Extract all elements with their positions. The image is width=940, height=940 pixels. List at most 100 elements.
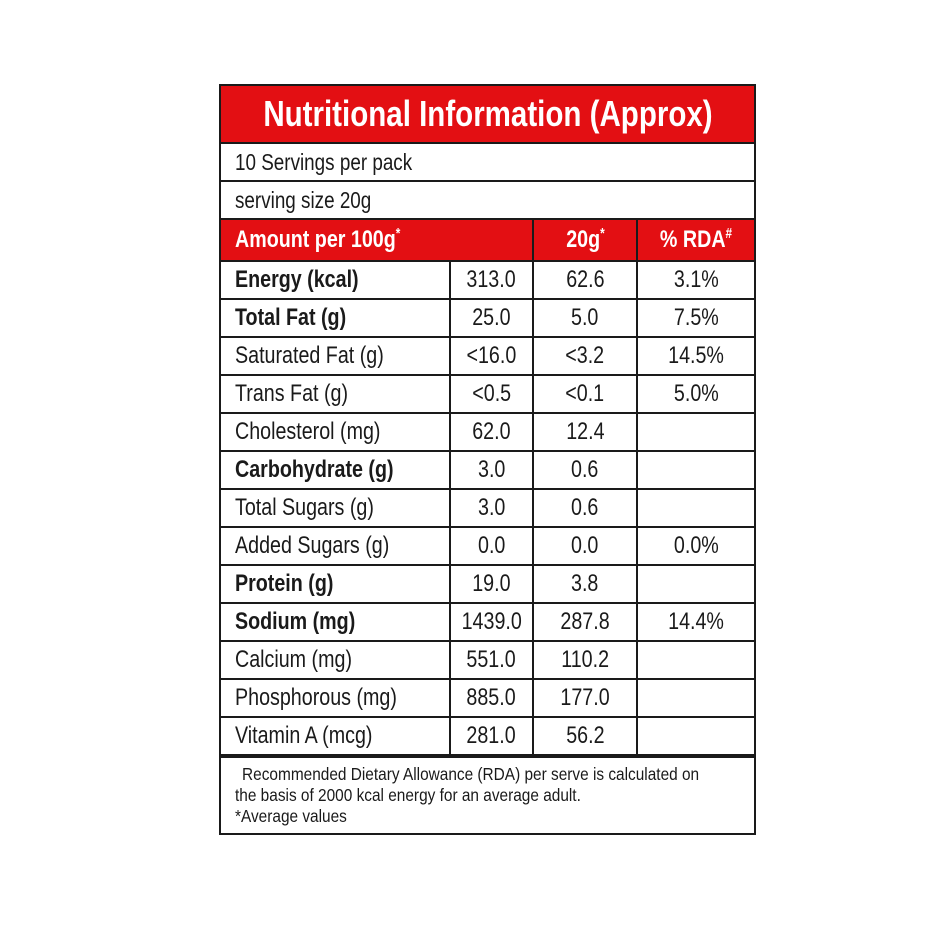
- value-per-20g: 5.0: [571, 304, 599, 331]
- table-row: Carbohydrate (g) 3.0 0.6: [221, 450, 754, 490]
- footnote: Recommended Dietary Allowance (RDA) per …: [221, 756, 754, 833]
- table-row: Vitamin A (mcg) 281.0 56.2: [221, 716, 754, 756]
- nutrient-name-cell: Sodium (mg): [221, 602, 451, 642]
- table-row: Total Fat (g) 25.0 5.0 7.5%: [221, 298, 754, 338]
- table-row: Energy (kcal) 313.0 62.6 3.1%: [221, 260, 754, 300]
- value-per-20g: <0.1: [565, 380, 605, 407]
- header-20g-text: 20g: [565, 226, 600, 253]
- value-per-100g-cell: 885.0: [449, 678, 534, 718]
- value-per-20g-cell: 5.0: [532, 298, 638, 338]
- header-20g: 20g*: [532, 220, 638, 262]
- value-per-20g-cell: 287.8: [532, 602, 638, 642]
- value-per-20g: 287.8: [560, 608, 610, 635]
- value-per-20g-cell: 110.2: [532, 640, 638, 680]
- value-per-20g: <3.2: [565, 342, 605, 369]
- value-per-100g: 885.0: [466, 684, 517, 711]
- value-per-20g: 0.0: [571, 532, 599, 559]
- value-per-100g-cell: 1439.0: [449, 602, 534, 642]
- nutrient-name-cell: Carbohydrate (g): [221, 450, 451, 490]
- value-per-20g-cell: 12.4: [532, 412, 638, 452]
- nutrient-name-cell: Total Sugars (g): [221, 488, 451, 528]
- footnote-line-3: *Average values: [235, 806, 347, 826]
- value-per-20g-cell: 3.8: [532, 564, 638, 604]
- header-rda: % RDA#: [636, 220, 754, 262]
- value-rda-cell: [636, 564, 754, 604]
- header-spacer: [449, 220, 534, 262]
- value-rda-cell: 7.5%: [636, 298, 754, 338]
- nutrient-name: Phosphorous (mg): [235, 684, 397, 711]
- value-rda-cell: [636, 450, 754, 490]
- nutrition-label: Nutritional Information (Approx) 10 Serv…: [219, 84, 756, 835]
- value-per-100g-cell: 313.0: [449, 260, 534, 300]
- nutrient-name: Carbohydrate (g): [235, 456, 394, 483]
- value-per-100g: 62.0: [472, 418, 511, 445]
- label-title: Nutritional Information (Approx): [221, 86, 754, 144]
- value-rda: 14.5%: [668, 342, 724, 369]
- value-rda: 5.0%: [673, 380, 719, 407]
- header-amount-text: Amount per 100g: [235, 226, 396, 253]
- value-per-100g: 25.0: [472, 304, 511, 331]
- value-rda-cell: 3.1%: [636, 260, 754, 300]
- nutrient-name: Cholesterol (mg): [235, 418, 381, 445]
- value-per-20g: 177.0: [560, 684, 610, 711]
- value-rda-cell: [636, 488, 754, 528]
- title-text: Nutritional Information (Approx): [262, 93, 713, 134]
- value-per-20g: 12.4: [565, 418, 605, 445]
- value-per-100g: 551.0: [466, 646, 517, 673]
- value-rda-cell: 0.0%: [636, 526, 754, 566]
- servings-per-pack: 10 Servings per pack: [221, 144, 754, 182]
- table-row: Added Sugars (g) 0.0 0.0 0.0%: [221, 526, 754, 566]
- table-row: Calcium (mg) 551.0 110.2: [221, 640, 754, 680]
- nutrient-name: Sodium (mg): [235, 608, 356, 635]
- value-per-100g-cell: 19.0: [449, 564, 534, 604]
- value-per-100g: 1439.0: [461, 608, 522, 635]
- table-row: Phosphorous (mg) 885.0 177.0: [221, 678, 754, 718]
- value-per-20g: 62.6: [565, 266, 605, 293]
- table-row: Protein (g) 19.0 3.8: [221, 564, 754, 604]
- nutrient-name-cell: Phosphorous (mg): [221, 678, 451, 718]
- table-row: Cholesterol (mg) 62.0 12.4: [221, 412, 754, 452]
- asterisk-mark: *: [599, 226, 605, 242]
- serving-size: serving size 20g: [221, 182, 754, 220]
- hash-mark: #: [725, 226, 733, 242]
- table-row: Saturated Fat (g) <16.0 <3.2 14.5%: [221, 336, 754, 376]
- nutrient-name-cell: Total Fat (g): [221, 298, 451, 338]
- serving-size-text: serving size 20g: [235, 186, 372, 213]
- value-per-100g: 313.0: [466, 266, 517, 293]
- value-per-100g-cell: 281.0: [449, 716, 534, 756]
- value-per-20g-cell: 0.6: [532, 450, 638, 490]
- header-amount: Amount per 100g*: [221, 220, 451, 262]
- value-per-100g: 3.0: [477, 494, 506, 521]
- value-rda-cell: 14.4%: [636, 602, 754, 642]
- value-per-100g: <16.0: [466, 342, 517, 369]
- nutrient-name-cell: Vitamin A (mcg): [221, 716, 451, 756]
- value-per-20g-cell: 56.2: [532, 716, 638, 756]
- value-per-100g-cell: <0.5: [449, 374, 534, 414]
- value-per-20g: 3.8: [571, 570, 599, 597]
- value-per-100g: 0.0: [477, 532, 506, 559]
- value-rda: 7.5%: [673, 304, 719, 331]
- nutrient-name: Calcium (mg): [235, 646, 353, 673]
- value-per-20g: 0.6: [571, 456, 599, 483]
- value-per-100g: 19.0: [472, 570, 511, 597]
- nutrient-name: Protein (g): [235, 570, 334, 597]
- value-rda: 3.1%: [673, 266, 719, 293]
- value-rda-cell: [636, 716, 754, 756]
- table-row: Total Sugars (g) 3.0 0.6: [221, 488, 754, 528]
- nutrition-table: Amount per 100g* 20g* % RDA# Energy (kca…: [221, 220, 754, 756]
- value-per-20g-cell: 177.0: [532, 678, 638, 718]
- asterisk-mark: *: [395, 226, 401, 242]
- footnote-line-1: Recommended Dietary Allowance (RDA) per …: [242, 764, 700, 784]
- value-per-20g: 110.2: [561, 646, 609, 673]
- value-per-100g-cell: 0.0: [449, 526, 534, 566]
- value-per-20g-cell: <0.1: [532, 374, 638, 414]
- value-per-20g-cell: <3.2: [532, 336, 638, 376]
- footnote-line-2: the basis of 2000 kcal energy for an ave…: [235, 785, 581, 805]
- nutrient-name-cell: Protein (g): [221, 564, 451, 604]
- table-row: Trans Fat (g) <0.5 <0.1 5.0%: [221, 374, 754, 414]
- value-per-100g-cell: <16.0: [449, 336, 534, 376]
- nutrient-name: Energy (kcal): [235, 266, 359, 293]
- nutrient-name: Total Sugars (g): [235, 494, 374, 521]
- value-per-20g: 0.6: [571, 494, 599, 521]
- value-rda: 0.0%: [673, 532, 719, 559]
